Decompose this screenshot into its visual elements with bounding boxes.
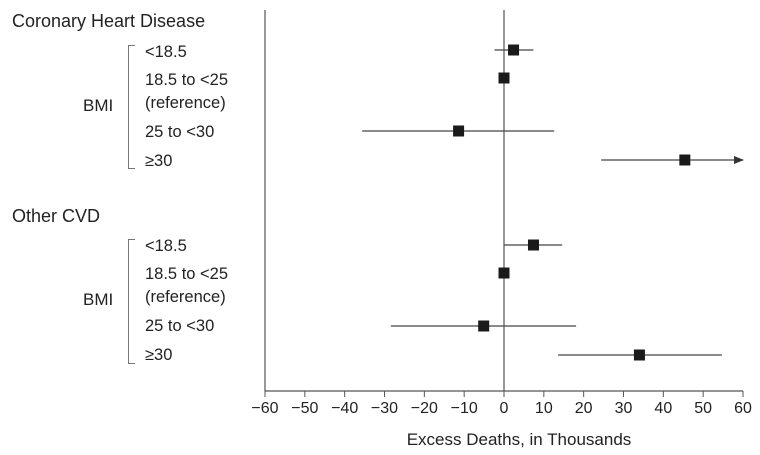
x-tick-label: −50 bbox=[291, 400, 318, 417]
x-tick-label: −10 bbox=[451, 400, 478, 417]
row-label-chd-3: 25 to <30 bbox=[145, 123, 215, 141]
row-label-cvd-3: 25 to <30 bbox=[145, 317, 215, 335]
point-estimate-marker bbox=[498, 267, 510, 279]
point-estimate-marker bbox=[527, 239, 539, 251]
x-tick-label: −40 bbox=[331, 400, 358, 417]
row-label-cvd-4: ≥30 bbox=[145, 346, 173, 364]
point-estimate-marker bbox=[508, 44, 520, 56]
bracket-label-other-cvd: BMI bbox=[83, 290, 114, 309]
row-label-chd-4: ≥30 bbox=[145, 152, 173, 170]
row-sublabel-cvd-2: (reference) bbox=[145, 288, 226, 306]
group-title-other-cvd: Other CVD bbox=[12, 206, 101, 226]
x-tick-label: −30 bbox=[371, 400, 398, 417]
x-tick-label: 10 bbox=[535, 400, 553, 417]
x-tick-label: 30 bbox=[615, 400, 633, 417]
x-tick-label: 0 bbox=[500, 400, 509, 417]
point-estimate-marker bbox=[478, 320, 490, 332]
row-label-cvd-1: <18.5 bbox=[145, 237, 187, 255]
x-axis-label: Excess Deaths, in Thousands bbox=[407, 430, 632, 449]
x-tick-label: −60 bbox=[251, 400, 278, 417]
row-label-chd-1: <18.5 bbox=[145, 43, 187, 61]
point-estimate-marker bbox=[453, 125, 465, 137]
bmi-bracket-chd bbox=[128, 45, 135, 169]
bmi-bracket-other-cvd bbox=[128, 239, 135, 364]
point-estimate-marker bbox=[498, 72, 510, 84]
row-label-chd-2: 18.5 to <25 bbox=[145, 71, 229, 89]
bracket-label-chd: BMI bbox=[83, 96, 114, 115]
group-title-chd: Coronary Heart Disease bbox=[12, 11, 206, 31]
row-sublabel-chd-2: (reference) bbox=[145, 94, 226, 112]
x-tick-label: 50 bbox=[694, 400, 712, 417]
x-tick-label: −20 bbox=[411, 400, 438, 417]
point-estimate-marker bbox=[633, 349, 645, 361]
x-tick-label: 40 bbox=[654, 400, 672, 417]
point-estimate-marker bbox=[679, 154, 691, 166]
x-tick-label: 60 bbox=[734, 400, 752, 417]
x-tick-label: 20 bbox=[575, 400, 593, 417]
row-label-cvd-2: 18.5 to <25 bbox=[145, 265, 229, 283]
